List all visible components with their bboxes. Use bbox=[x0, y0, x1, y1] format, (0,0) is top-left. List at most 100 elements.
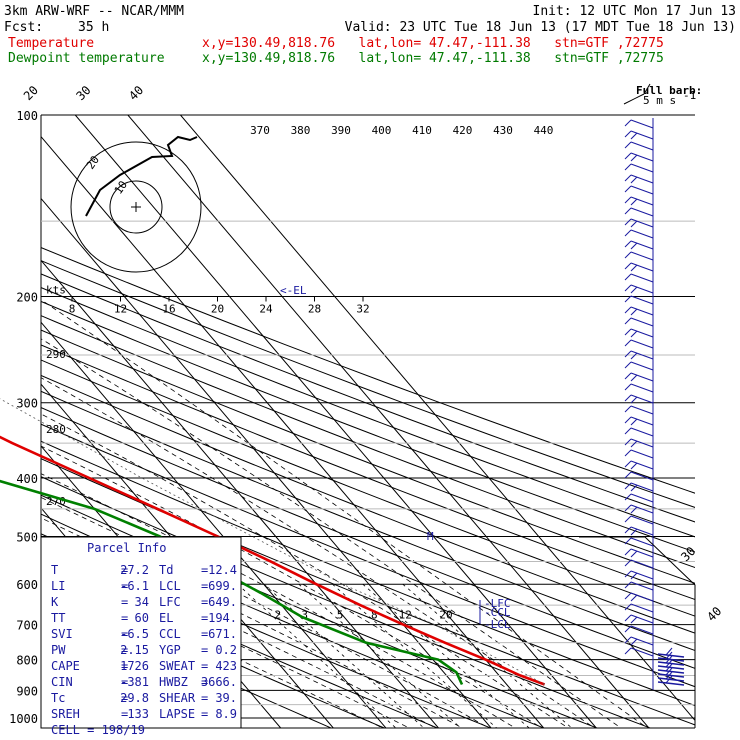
dry-adiabat bbox=[41, 344, 695, 601]
parcel-eq: = bbox=[121, 579, 128, 593]
wind-barb bbox=[624, 141, 654, 151]
lfc-label: -LFC bbox=[484, 597, 511, 610]
parcel-key: LI bbox=[51, 579, 65, 593]
barb-low-level bbox=[657, 665, 685, 670]
barb-flag bbox=[624, 339, 632, 347]
barb-flag bbox=[630, 374, 638, 382]
barb-key-label: Full barb: bbox=[636, 84, 702, 97]
barb-flag bbox=[624, 515, 632, 523]
parcel-value: 27.2 bbox=[120, 563, 149, 577]
isotherm bbox=[74, 115, 597, 728]
barb-flag bbox=[630, 198, 638, 206]
barb-flag bbox=[624, 537, 632, 545]
wind-barb bbox=[624, 174, 654, 184]
pressure-label: 900 bbox=[16, 684, 38, 698]
barb-low-level bbox=[657, 657, 685, 662]
theta-label: 420 bbox=[453, 124, 473, 137]
barb-shaft bbox=[630, 163, 654, 173]
barb-shaft bbox=[630, 526, 654, 536]
parcel-key: HWBZ bbox=[159, 675, 188, 689]
mixing-ratio-label: 8 bbox=[371, 609, 378, 622]
parcel-eq: = bbox=[201, 627, 208, 641]
barb-panel-label: 40 bbox=[704, 604, 724, 624]
wind-axis-label: 16 bbox=[162, 303, 175, 316]
hodograph-ring-label: 20 bbox=[84, 153, 102, 171]
barb-flag bbox=[630, 594, 638, 602]
wind-barb bbox=[624, 339, 654, 349]
wind-barb bbox=[624, 262, 654, 272]
parcel-eq: = bbox=[121, 595, 128, 609]
wind-barb bbox=[624, 350, 654, 360]
dry-adiabat bbox=[41, 273, 695, 523]
barb-flag bbox=[624, 229, 632, 237]
isotherm-label: 30 bbox=[73, 83, 93, 103]
theta-label: 370 bbox=[250, 124, 270, 137]
wind-barb bbox=[624, 537, 654, 547]
barb-low-level bbox=[665, 671, 673, 680]
wind-barb bbox=[624, 559, 654, 569]
isotherm bbox=[41, 259, 439, 728]
parcel-value: -6.5 bbox=[120, 627, 149, 641]
barb-flag bbox=[624, 251, 632, 259]
wind-axis-unit: kts bbox=[46, 284, 66, 297]
barb-flag bbox=[624, 218, 632, 226]
barb-shaft bbox=[630, 515, 654, 525]
barb-shaft bbox=[630, 372, 654, 382]
barb-shaft bbox=[630, 460, 654, 470]
parcel-key: Tc bbox=[51, 691, 65, 705]
barb-low-level bbox=[665, 655, 673, 664]
parcel-value: 12.4 bbox=[208, 563, 237, 577]
barb-flag bbox=[624, 361, 632, 369]
parcel-value: -6.1 bbox=[120, 579, 149, 593]
mixing-ratio-label: 5 bbox=[337, 609, 344, 622]
barb-shaft bbox=[630, 416, 654, 426]
barb-low-level bbox=[665, 647, 673, 656]
barb-flag bbox=[624, 306, 632, 314]
temperature-legend-info: x,y=130.49,818.76 lat,lon= 47.47,-111.38… bbox=[202, 36, 664, 51]
barb-shaft bbox=[630, 284, 654, 294]
barb-flag bbox=[624, 526, 632, 534]
moist-adiabat bbox=[41, 338, 622, 728]
dry-adiabat bbox=[41, 329, 695, 584]
init-time: Init: 12 UTC Mon 17 Jun 13 bbox=[533, 4, 737, 19]
parcel-key: LAPSE bbox=[159, 707, 195, 721]
barb-low-level bbox=[657, 653, 685, 658]
barb-flag bbox=[630, 352, 638, 360]
wind-barb bbox=[624, 317, 654, 327]
barb-shaft bbox=[630, 251, 654, 261]
barb-flag bbox=[624, 460, 632, 468]
theta-label: 400 bbox=[372, 124, 392, 137]
barb-flag bbox=[630, 418, 638, 426]
barb-flag bbox=[624, 119, 632, 127]
hodograph-ring bbox=[109, 180, 163, 234]
wind-axis-label: 12 bbox=[114, 303, 127, 316]
isotherm bbox=[180, 115, 695, 722]
parcel-key: LCL bbox=[159, 579, 181, 593]
barb-flag bbox=[630, 286, 638, 294]
barb-shaft bbox=[630, 317, 654, 327]
moist-adiabat bbox=[41, 445, 543, 728]
barb-flag bbox=[624, 350, 632, 358]
barb-flag bbox=[624, 416, 632, 424]
barb-flag bbox=[624, 438, 632, 446]
el-marker: <-EL bbox=[280, 284, 307, 297]
parcel-value: 194. bbox=[208, 611, 237, 625]
dry-adiabat bbox=[41, 390, 695, 652]
barb-flag bbox=[630, 176, 638, 184]
parcel-value: 1726 bbox=[120, 659, 149, 673]
barb-flag bbox=[624, 559, 632, 567]
barb-flag bbox=[624, 130, 632, 138]
barb-low-level bbox=[657, 673, 685, 678]
barb-flag bbox=[624, 317, 632, 325]
dry-adiabat bbox=[41, 458, 695, 726]
lcl-label: -LCL bbox=[484, 618, 511, 631]
sounding-profiles bbox=[0, 435, 546, 686]
parcel-value: -381 bbox=[120, 675, 149, 689]
parcel-cell: CELL = 198/19 bbox=[51, 723, 145, 737]
wind-barb bbox=[624, 295, 654, 305]
wind-barb bbox=[624, 449, 654, 459]
parcel-value: 8.9 bbox=[215, 707, 237, 721]
dry-adiabat bbox=[41, 423, 695, 688]
